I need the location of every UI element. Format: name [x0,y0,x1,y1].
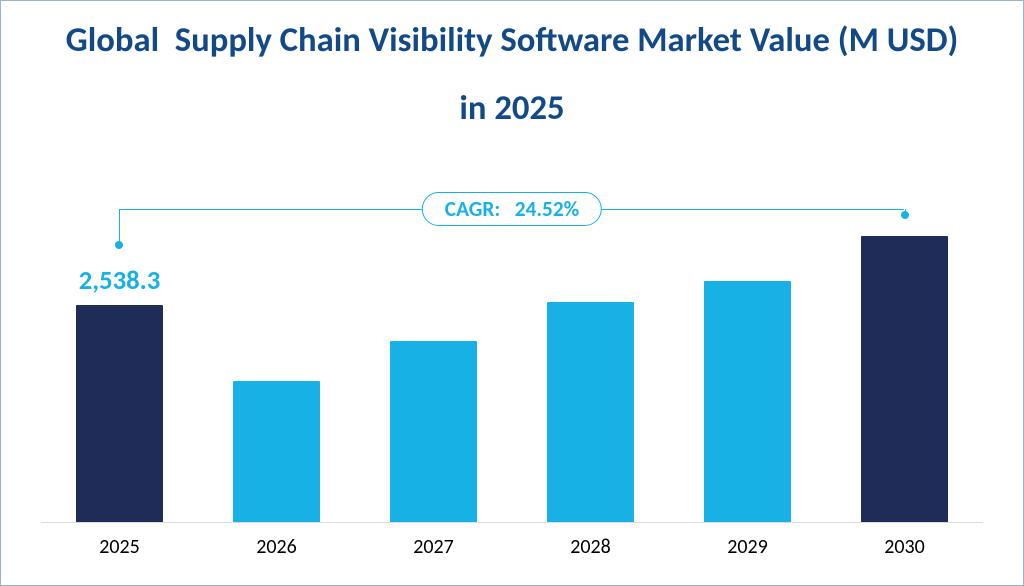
bar-slot [547,221,633,522]
bar-slot [390,221,476,522]
bar-slot [704,221,790,522]
bar-slot [861,221,947,522]
bar [547,302,633,522]
bar-value-label: 2,538.3 [79,265,161,297]
chart-title-line1: Global Supply Chain Visibility Software … [1,19,1023,61]
x-axis-label: 2026 [256,535,297,559]
x-axis-label: 2028 [570,535,611,559]
bar [704,281,790,522]
bar [76,305,162,522]
x-axis-label: 2025 [99,535,140,559]
bar [233,381,319,522]
chart-area: 2,538.3CAGR: 24.52% 20252026202720282029… [41,161,983,559]
chart-title: Global Supply Chain Visibility Software … [1,19,1023,129]
x-axis-label: 2027 [413,535,454,559]
bar [390,341,476,522]
x-axis-label: 2029 [727,535,768,559]
cagr-dot-right [901,211,909,219]
bar-slot [233,221,319,522]
cagr-badge: CAGR: 24.52% [422,192,602,226]
cagr-drop-left [119,209,120,245]
x-axis-label: 2030 [884,535,925,559]
cagr-dot-left [115,241,123,249]
bar [861,236,947,522]
plot-region: 2,538.3CAGR: 24.52% [41,221,983,523]
chart-frame: Global Supply Chain Visibility Software … [0,0,1024,586]
chart-title-line2: in 2025 [1,87,1023,129]
x-axis-labels: 2025 2026 2027 2028 2029 2030 [41,529,983,559]
